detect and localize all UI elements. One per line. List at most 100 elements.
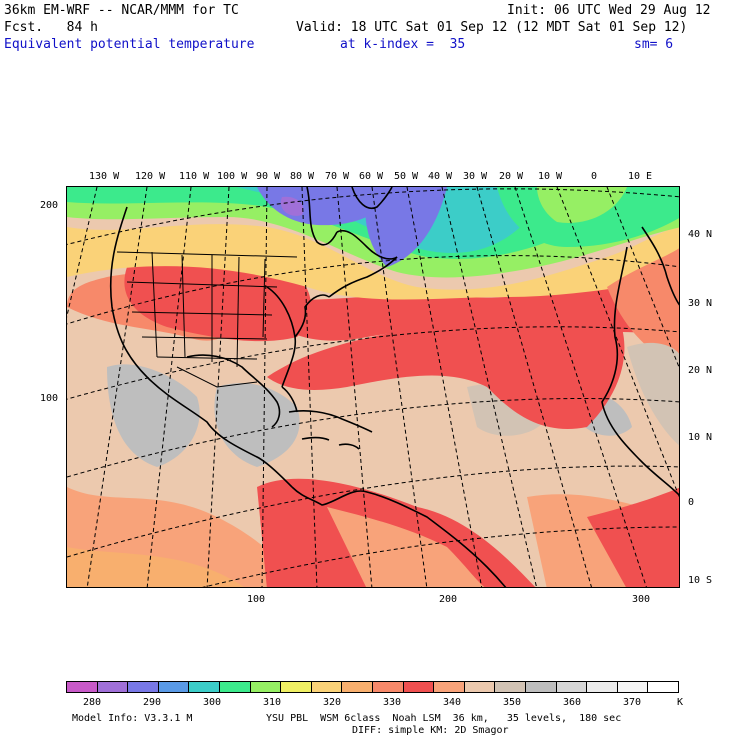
lon-label: 30 W [463,171,488,182]
lat-label: 10 S [688,575,713,586]
coastline [336,229,398,260]
latitude-line [67,188,679,246]
coastline [291,486,507,587]
colorbar-swatch [66,681,98,693]
colorbar-tick: 370 [623,697,642,708]
coastline [601,246,679,497]
longitude-line [146,187,192,587]
lon-label: 10 E [628,171,653,182]
lon-label: 80 W [290,171,315,182]
colorbar-swatch [188,681,220,693]
colorbar-swatch [96,681,129,693]
latitude-line [67,398,679,478]
lat-label: 20 N [688,365,713,376]
field-region [67,547,244,587]
lat-label: 0 [688,497,695,508]
colorbar-swatch [525,681,557,693]
lon-label: 60 W [359,171,384,182]
field-region [327,507,485,587]
colorbar-swatch [494,681,526,693]
lon-label: 40 W [428,171,453,182]
lon-label: 70 W [325,171,350,182]
latitude-line [67,326,679,400]
colorbar-swatch [433,681,465,693]
border [141,336,268,340]
field-region [587,487,679,587]
border [262,258,266,338]
lon-label: 0 [591,171,598,182]
grid-x-label: 200 [439,594,458,605]
coastline [306,187,338,246]
field-region [67,224,679,300]
longitude-line [371,187,428,587]
grid-y-label: 200 [40,200,59,211]
latitude-line [67,465,679,558]
colorbar-swatch [586,681,618,693]
colorbar-tick: 280 [83,697,102,708]
colorbar-swatch [249,681,282,693]
colorbar-swatch [157,681,190,693]
latitude-line [67,255,679,325]
theta-e-map [66,186,680,588]
longitude-line [556,187,679,498]
border [156,356,258,360]
colorbar-tick: 330 [383,697,402,708]
smoothing-value: sm= 6 [634,37,674,52]
longitude-line [606,187,679,369]
graticule [67,187,679,587]
colorbar-swatch [127,681,159,693]
lon-label: 100 W [217,171,248,182]
forecast-hour: Fcst. 84 h [4,20,98,35]
political-borders [116,251,298,388]
longitude-line [406,187,483,587]
colorbar-tick: 360 [563,697,582,708]
physics-info: YSU PBL WSM 6class Noah LSM 36 km, 35 le… [266,713,622,724]
border [126,281,278,288]
colorbar-swatch [280,681,312,693]
field-region [107,364,200,467]
grid-x-label: 300 [632,594,651,605]
grid-y-label: 100 [40,393,59,404]
field-region [267,297,625,429]
coastline [328,256,398,298]
colorbar-swatch [555,681,588,693]
lon-label: 50 W [394,171,419,182]
coastline [288,410,373,433]
model-info: Model Info: V3.3.1 M [72,713,193,724]
longitude-line [67,187,98,318]
colorbar-swatch [372,681,404,693]
field-region [607,248,679,367]
grid-x-label: 100 [247,594,266,605]
colorbar-tick: 300 [203,697,222,708]
colorbar-swatch [310,681,343,693]
colorbar-tick: 350 [503,697,522,708]
border [151,251,158,358]
field-region [627,342,679,446]
colorbar-swatch [219,681,251,693]
field-region [537,187,627,223]
field-region [247,267,679,341]
diffusion-info: DIFF: simple KM: 2D Smagor [352,725,509,736]
longitude-line [514,187,647,587]
lon-label: 120 W [135,171,166,182]
colorbar-tick: 340 [443,697,462,708]
colorbar-tick: 320 [323,697,342,708]
field-name: Equivalent potential temperature [4,37,255,52]
border [116,251,298,258]
coastline [281,386,298,413]
coastline [641,226,679,306]
colorbar-swatch [341,681,373,693]
model-title: 36km EM-WRF -- NCAR/MMM for TC [4,3,239,18]
init-time: Init: 06 UTC Wed 29 Aug 12 [507,3,711,18]
coastline [186,354,281,428]
lat-label: 30 N [688,298,713,309]
valid-time: Valid: 18 UTC Sat 01 Sep 12 (12 MDT Sat … [296,20,688,35]
border [181,254,186,358]
lon-label: 110 W [179,171,210,182]
lon-label: 10 W [538,171,563,182]
lon-label: 20 W [499,171,524,182]
colorbar-swatch [647,681,679,693]
longitude-line [441,187,538,587]
colorbar-swatch [402,681,435,693]
coastline [338,443,360,450]
